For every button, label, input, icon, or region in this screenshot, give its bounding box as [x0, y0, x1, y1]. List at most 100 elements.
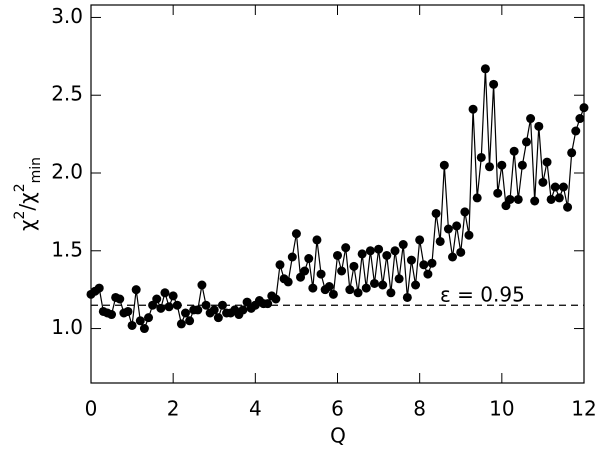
data-point [579, 103, 589, 113]
x-tick-label: 12 [571, 397, 596, 421]
data-point [341, 243, 351, 253]
data-point [353, 288, 363, 298]
data-point [456, 247, 466, 257]
x-axis-label: Q [330, 424, 346, 448]
y-tick-label: 1.5 [51, 237, 83, 261]
y-tick-label: 1.0 [51, 315, 83, 339]
data-point [538, 177, 548, 187]
data-point [542, 157, 552, 167]
data-point [127, 320, 137, 330]
data-point [513, 194, 523, 204]
data-point [415, 235, 425, 245]
data-point [398, 240, 408, 250]
data-point [115, 294, 125, 304]
y-tick-label: 2.5 [51, 82, 83, 106]
data-point [217, 300, 227, 310]
data-point [324, 282, 334, 292]
data-point [468, 104, 478, 114]
data-point [493, 188, 503, 198]
data-point [394, 274, 404, 284]
x-tick-label: 4 [249, 397, 262, 421]
data-point [575, 114, 585, 124]
data-point [526, 114, 536, 124]
data-point [530, 196, 540, 206]
data-point [374, 244, 384, 254]
data-point [304, 254, 314, 264]
data-point [152, 294, 162, 304]
x-tick-label: 2 [167, 397, 180, 421]
data-point [378, 280, 388, 290]
y-axis-label: χ2/χ2min [12, 157, 44, 231]
data-point [156, 303, 166, 313]
data-point [509, 146, 519, 156]
data-point [333, 250, 342, 260]
data-point [291, 229, 301, 239]
data-point [144, 313, 154, 323]
x-tick-label: 6 [331, 397, 344, 421]
data-point [554, 193, 564, 203]
data-point [439, 160, 449, 170]
data-point [505, 194, 515, 204]
data-point [460, 207, 470, 217]
data-point [546, 194, 556, 204]
data-point [312, 235, 322, 245]
data-point [263, 299, 273, 309]
data-point [176, 319, 186, 329]
x-tick-label: 0 [85, 397, 98, 421]
data-point [213, 313, 223, 323]
y-axis-label-part: /χ [15, 192, 39, 210]
data-point [534, 121, 544, 131]
y-axis-label-part: min [28, 157, 44, 183]
data-point [571, 126, 581, 136]
data-point [361, 283, 371, 293]
data-point [521, 137, 531, 147]
data-point [193, 305, 203, 315]
data-point [567, 148, 577, 158]
data-point [316, 269, 326, 279]
data-point [135, 316, 145, 326]
data-point [209, 305, 219, 315]
data-point [476, 152, 486, 162]
data-point [411, 280, 421, 290]
data-point [160, 288, 170, 298]
data-point [365, 246, 375, 256]
data-point [443, 224, 453, 234]
data-point [123, 306, 133, 316]
data-point [345, 285, 355, 295]
y-tick-label: 3.0 [51, 4, 83, 28]
data-point [489, 79, 499, 89]
data-point [485, 162, 495, 172]
annotation: ε = 0.95 [440, 283, 525, 307]
data-point [382, 250, 392, 260]
data-point [386, 288, 396, 298]
data-point [139, 324, 149, 334]
data-point [448, 252, 458, 262]
data-point [131, 285, 141, 295]
data-point [201, 300, 211, 310]
data-point [287, 252, 297, 262]
data-point [431, 208, 441, 218]
data-point [328, 289, 338, 299]
data-point [107, 310, 117, 320]
data-point [402, 292, 412, 302]
data-point [427, 258, 437, 268]
data-point [197, 280, 207, 290]
data-point [283, 277, 293, 287]
data-point [390, 246, 400, 256]
data-point [185, 316, 195, 326]
data-point [419, 260, 429, 270]
data-point [275, 260, 285, 270]
data-point [180, 308, 190, 318]
data-point [337, 266, 347, 276]
data-point [164, 302, 174, 312]
data-point [94, 283, 104, 293]
y-axis-label-part: χ [15, 219, 39, 231]
data-point [172, 300, 182, 310]
data-point [300, 266, 310, 276]
y-tick-label: 2.0 [51, 160, 83, 184]
x-tick-label: 10 [489, 397, 514, 421]
data-point [452, 221, 462, 231]
data-point [464, 230, 474, 240]
data-point [308, 283, 318, 293]
